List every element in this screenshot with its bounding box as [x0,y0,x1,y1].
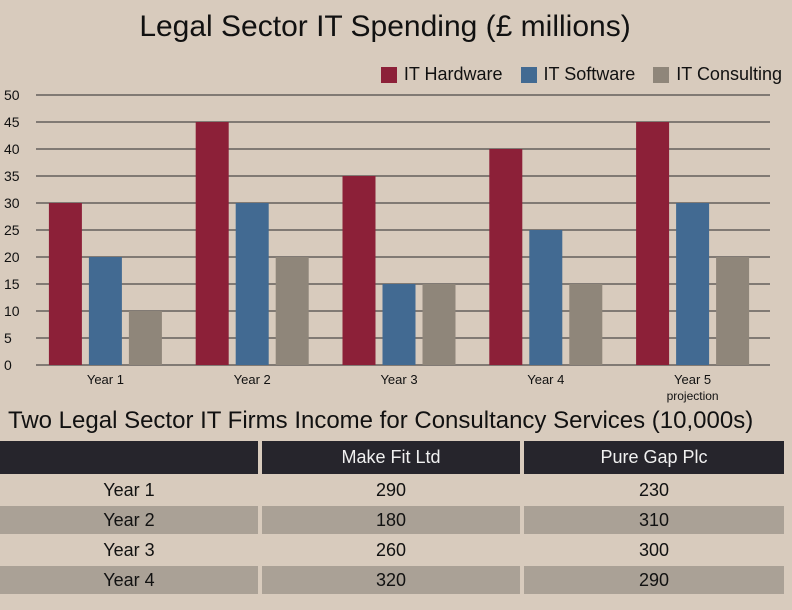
income-table: Make Fit Ltd Pure Gap Plc Year 1 290 230… [0,439,788,596]
table-cell-pure-gap: 230 [638,479,670,500]
legend-item-hardware: IT Hardware [380,64,503,85]
y-tick-label: 30 [4,195,20,211]
table-cell-pure-gap: 290 [524,566,784,594]
table-title: Two Legal Sector IT Firms Income for Con… [8,407,754,434]
table-row: Year 1 290 230 [0,476,784,504]
x-tick-sublabel: projection [667,389,719,403]
bar-it-consulting [569,284,603,365]
table-cell-year: Year 3 [103,539,155,560]
y-tick-label: 25 [4,222,20,238]
y-tick-label: 10 [4,303,20,319]
legend-label-software: IT Software [543,64,636,84]
y-tick-label: 20 [4,249,20,265]
legend-item-software: IT Software [520,64,636,85]
table-header-row: Make Fit Ltd Pure Gap Plc [0,441,784,474]
y-tick-label: 35 [4,168,20,184]
legend-swatch-hardware [380,66,397,83]
table-cell-make-fit: 260 [375,539,407,560]
bar-it-hardware [636,122,670,365]
bar-it-consulting [275,257,309,365]
table-cell-pure-gap: 310 [524,506,784,534]
bar-chart: 0 5 10 15 20 25 30 35 40 45 50 Year 1 Year 2 Year 3 Ye… [4,87,770,403]
bar-it-hardware [489,149,523,365]
table-cell-year: Year 4 [0,566,258,594]
x-tick-label: Year 2 [234,372,271,387]
x-tick-label: Year 5 [674,372,711,387]
y-tick-label: 40 [4,141,20,157]
bar-it-software [676,203,710,365]
table-cell-year: Year 1 [103,479,155,500]
table-row: Year 2 180 310 [0,506,784,534]
table-header-pure-gap: Pure Gap Plc [524,441,784,474]
legend-label-consulting: IT Consulting [676,64,782,84]
legend-swatch-consulting [653,66,670,83]
table-cell-make-fit: 290 [375,479,407,500]
table-header-make-fit: Make Fit Ltd [262,441,520,474]
legend-swatch-software [520,66,537,83]
bar-it-software [235,203,269,365]
table-cell-pure-gap: 300 [638,539,670,560]
y-tick-label: 15 [4,276,20,292]
legend-item-consulting: IT Consulting [653,64,782,85]
y-tick-label: 0 [4,357,12,373]
bar-it-consulting [422,284,456,365]
table-row: Year 4 320 290 [0,566,784,594]
chart-title: Legal Sector IT Spending (£ millions) [139,10,631,43]
x-tick-label: Year 3 [380,372,417,387]
x-tick-label: Year 1 [87,372,124,387]
bar-it-consulting [128,311,162,365]
table-cell-make-fit: 180 [262,506,520,534]
bar-it-software [529,230,563,365]
table-row: Year 3 260 300 [0,536,784,564]
bar-it-consulting [716,257,750,365]
bar-it-hardware [195,122,229,365]
y-tick-label: 5 [4,330,12,346]
legend-label-hardware: IT Hardware [403,64,503,84]
bar-it-software [88,257,122,365]
bar-it-hardware [48,203,82,365]
table-header-blank [0,441,258,474]
table-cell-make-fit: 320 [262,566,520,594]
bar-it-hardware [342,176,376,365]
y-tick-label: 45 [4,114,20,130]
x-tick-label: Year 4 [527,372,564,387]
table-cell-year: Year 2 [0,506,258,534]
y-tick-label: 50 [4,87,20,103]
chart-legend: IT Hardware IT Software IT Consulting [380,64,782,85]
bar-it-software [382,284,416,365]
